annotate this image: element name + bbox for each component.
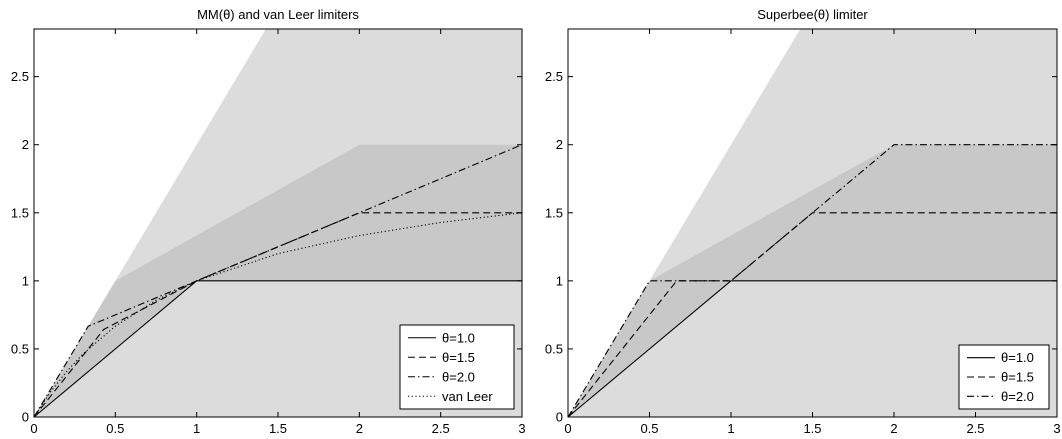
y-tick-label: 1 (556, 273, 563, 288)
series-line-1 (567, 280, 1057, 418)
series-line-4 (33, 212, 523, 418)
y-tick-label: 2.5 (545, 69, 563, 84)
series-line-3 (567, 144, 1057, 418)
chart-panel-1: 0 0.5 1 1.5 2 2.5 3 0 0.5 1 1.5 2 2.5 MM(θ) and van L… (11, 7, 526, 436)
x-tick-label: 0.5 (640, 421, 658, 436)
x-tick-label: 3 (1053, 421, 1060, 436)
x-tick-label: 1.5 (803, 421, 821, 436)
y-tick-label: 2 (556, 137, 563, 152)
x-tick-label: 1 (727, 421, 734, 436)
legend-label: θ=1.5 (1001, 370, 1034, 385)
x-tick-label: 2.5 (966, 421, 984, 436)
x-tick-label: 2 (356, 421, 363, 436)
chart-title: Superbee(θ) limiter (757, 7, 868, 22)
y-tick-label: 1.5 (11, 205, 29, 220)
y-tick-label: 0.5 (11, 341, 29, 356)
legend-label: θ=1.5 (442, 350, 475, 365)
legend-label: θ=1.0 (1001, 350, 1034, 365)
y-tick-label: 0 (22, 410, 29, 425)
y-tick-label: 1 (22, 273, 29, 288)
y-tick-label: 2.5 (11, 69, 29, 84)
legend-label: θ=2.0 (1001, 389, 1034, 404)
x-tick-label: 1 (193, 421, 200, 436)
y-tick-label: 2 (22, 137, 29, 152)
legend: θ=1.0 θ=1.5 θ=2.0 (958, 344, 1050, 410)
legend-label: θ=2.0 (442, 369, 475, 384)
y-tick-label: 0 (556, 410, 563, 425)
series-line-3 (33, 144, 523, 418)
x-tick-label: 3 (518, 421, 525, 436)
chart-title: MM(θ) and van Leer limiters (197, 7, 359, 22)
legend: θ=1.0 θ=1.5 θ=2.0 van Leer (399, 324, 515, 410)
x-tick-label: 0 (30, 421, 37, 436)
y-tick-label: 0.5 (545, 341, 563, 356)
y-tick-label: 1.5 (545, 205, 563, 220)
legend-label: van Leer (442, 389, 493, 404)
legend-label: θ=1.0 (442, 330, 475, 345)
x-tick-label: 0 (564, 421, 571, 436)
x-tick-label: 0.5 (106, 421, 124, 436)
chart-panel-2: 0 0.5 1 1.5 2 2.5 3 0 0.5 1 1.5 2 2.5 Superbee(θ) lim… (545, 7, 1061, 436)
legend-box (399, 324, 515, 410)
x-tick-label: 1.5 (269, 421, 287, 436)
x-tick-label: 2.5 (432, 421, 450, 436)
series-line-2 (567, 212, 1057, 418)
x-tick-label: 2 (890, 421, 897, 436)
